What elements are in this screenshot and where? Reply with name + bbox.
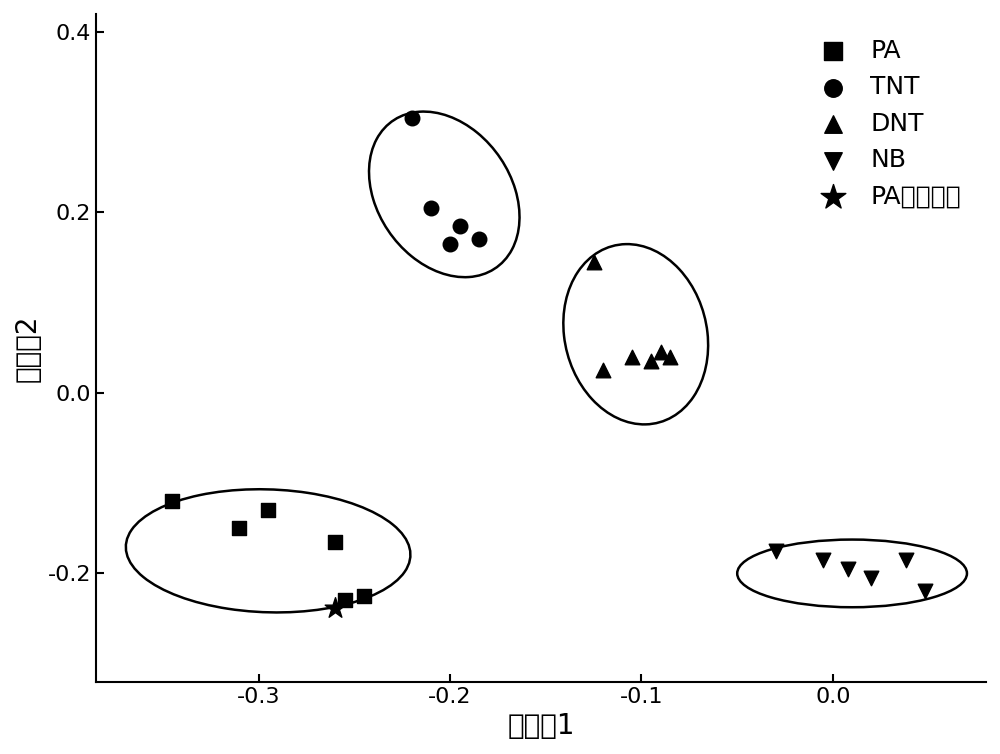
PA [327,536,343,548]
DNT [624,351,640,363]
TNT [423,202,439,214]
TNT [404,112,420,124]
NB [840,562,856,575]
TNT [471,234,487,246]
NB [898,554,914,566]
PA [260,504,276,516]
PA [164,495,180,507]
TNT [452,220,468,232]
DNT [662,351,678,363]
Y-axis label: 主成分2: 主成分2 [14,314,42,382]
NB [768,545,784,557]
DNT [595,364,611,376]
PA [337,594,353,606]
NB [863,572,879,584]
DNT [653,346,669,358]
NB [917,585,933,597]
Legend: PA, TNT, DNT, NB, PA标准溶液: PA, TNT, DNT, NB, PA标准溶液 [795,26,974,222]
X-axis label: 主成分1: 主成分1 [507,712,575,740]
DNT [586,256,602,268]
DNT [643,355,659,367]
TNT [442,238,458,250]
PA [231,523,247,535]
PA标准溶液 [327,602,343,614]
NB [815,554,831,566]
PA [356,590,372,602]
